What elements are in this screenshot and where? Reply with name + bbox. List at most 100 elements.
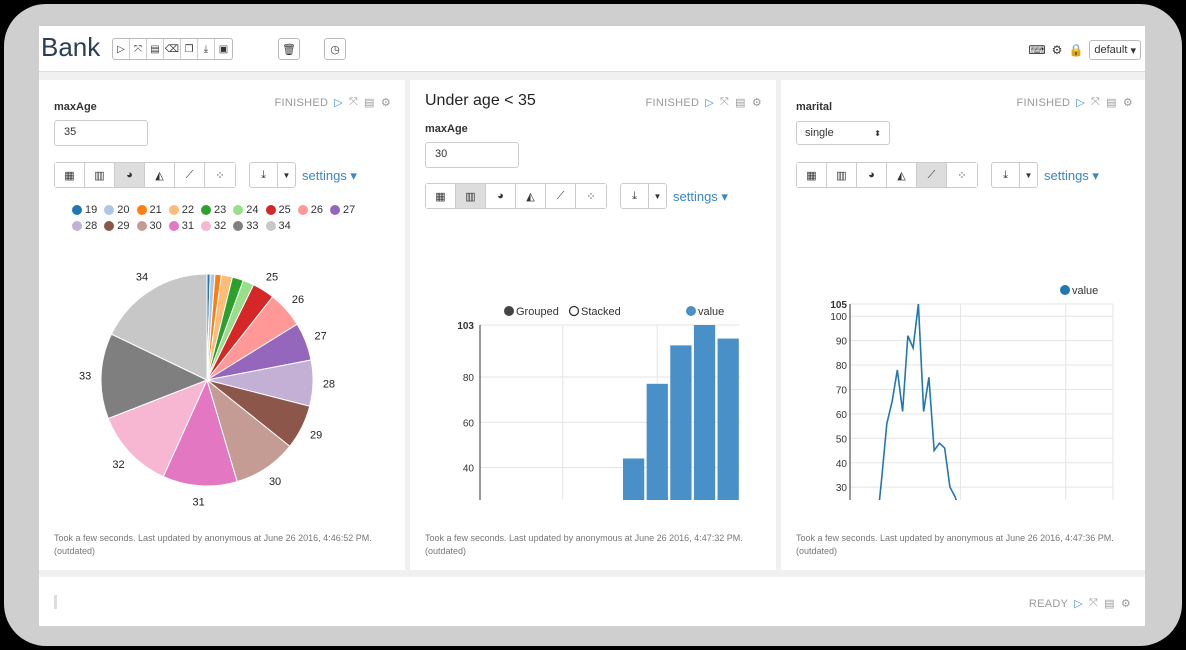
legend-item[interactable]: 34 xyxy=(265,220,291,232)
legend-item[interactable]: 33 xyxy=(233,220,259,232)
legend-dot xyxy=(168,221,179,231)
empty-paragraph: READY ▷ ⤧ ▤ ⚙ xyxy=(39,577,1145,626)
book-icon[interactable]: ▤ xyxy=(364,97,375,109)
y-tick-label: 103 xyxy=(457,321,474,332)
bar-29 xyxy=(717,338,739,500)
legend-item[interactable]: 22 xyxy=(168,204,194,216)
gear-icon[interactable]: ⚙ xyxy=(1051,43,1063,57)
bar-chart-icon[interactable]: ▥ xyxy=(456,184,486,208)
legend-item[interactable]: 28 xyxy=(72,220,97,232)
bar-chart-icon[interactable]: ▥ xyxy=(827,163,857,187)
editor-cursor[interactable] xyxy=(54,595,57,609)
scatter-chart-icon[interactable]: ⁘ xyxy=(947,163,977,187)
legend-item[interactable]: 25 xyxy=(265,204,291,216)
area-chart-icon[interactable]: ◭ xyxy=(887,163,917,187)
run-icon[interactable]: ▷ xyxy=(334,97,344,109)
expand-icon[interactable]: ⤧ xyxy=(1089,597,1099,609)
legend-label: 29 xyxy=(117,220,130,232)
chevron-down-icon[interactable]: ▼ xyxy=(1024,170,1033,180)
download-icon[interactable]: ⤓ xyxy=(250,163,278,187)
book-icon[interactable]: ▤ xyxy=(735,97,746,109)
legend-value-dot xyxy=(686,306,696,316)
run-icon[interactable]: ▷ xyxy=(1076,97,1086,109)
settings-link[interactable]: settings ▾ xyxy=(1044,168,1099,183)
gear-icon[interactable]: ⚙ xyxy=(1122,97,1133,109)
legend-item[interactable]: 29 xyxy=(104,220,130,232)
expand-icon[interactable]: ⤧ xyxy=(1091,96,1101,108)
header-right-tools: ⌨ ⚙ 🔒 default ▾ xyxy=(1028,40,1141,60)
maxage-input[interactable]: 30 xyxy=(425,142,519,168)
settings-link[interactable]: settings ▾ xyxy=(302,168,357,183)
run-all-icon[interactable]: ▷ xyxy=(113,39,130,59)
run-icon[interactable]: ▷ xyxy=(1074,598,1084,610)
legend-item[interactable]: 20 xyxy=(104,204,130,216)
settings-link[interactable]: settings ▾ xyxy=(673,189,728,204)
legend-grouped-dot xyxy=(504,306,514,316)
legend-item[interactable]: 23 xyxy=(201,204,226,216)
book-icon[interactable]: ▤ xyxy=(1106,97,1117,109)
gear-icon[interactable]: ⚙ xyxy=(751,97,762,109)
legend-item[interactable]: 19 xyxy=(72,204,97,216)
scatter-chart-icon[interactable]: ⁘ xyxy=(576,184,606,208)
clear-output-icon[interactable]: ⌫ xyxy=(164,39,181,59)
interpreter-binding-select[interactable]: default ▾ xyxy=(1089,40,1141,60)
legend-item[interactable]: 30 xyxy=(136,220,162,232)
book-icon[interactable]: ▤ xyxy=(1104,598,1115,610)
gear-icon[interactable]: ⚙ xyxy=(380,97,391,109)
legend-dot xyxy=(297,205,308,215)
pie-slice-label: 32 xyxy=(112,459,124,471)
paragraph-status-bar: READY ▷ ⤧ ▤ ⚙ xyxy=(1029,597,1131,610)
expand-icon[interactable]: ⤧ xyxy=(349,96,359,108)
legend-item[interactable]: 27 xyxy=(330,204,355,216)
clone-icon[interactable]: ❐ xyxy=(181,39,198,59)
expand-icon[interactable]: ⤧ xyxy=(720,96,730,108)
marital-select-value: single xyxy=(805,127,834,139)
legend-value-label: value xyxy=(1072,285,1098,297)
legend-item[interactable]: 26 xyxy=(297,204,323,216)
trash-icon[interactable]: 🗑 xyxy=(278,38,300,60)
marital-select[interactable]: single ⬍ xyxy=(796,121,890,145)
legend-item[interactable]: 24 xyxy=(233,204,259,216)
line-chart-icon[interactable]: ⟋ xyxy=(917,163,947,187)
chevron-down-icon[interactable]: ▼ xyxy=(282,170,291,180)
legend-item[interactable]: 21 xyxy=(136,204,162,216)
pie-chart-icon[interactable]: ◕ xyxy=(115,163,145,187)
legend-dot xyxy=(72,205,82,215)
table-icon[interactable]: ▦ xyxy=(426,184,456,208)
paragraph-status-bar: FINISHED ▷ ⤧ ▤ ⚙ xyxy=(646,96,763,109)
lock-icon[interactable]: 🔒 xyxy=(1068,43,1084,57)
paragraph-2: Under age < 35 FINISHED ▷ ⤧ ▤ ⚙ maxAge 3… xyxy=(410,80,776,570)
pie-chart-icon[interactable]: ◕ xyxy=(486,184,516,208)
clock-icon[interactable]: ◷ xyxy=(324,38,346,60)
notebook-title[interactable]: Bank xyxy=(41,32,101,62)
table-icon[interactable]: ▦ xyxy=(797,163,827,187)
download-icon[interactable]: ⤓ xyxy=(992,163,1020,187)
download-icon[interactable]: ⤓ xyxy=(621,184,649,208)
legend-item[interactable]: 32 xyxy=(201,220,226,232)
maxage-input[interactable]: 35 xyxy=(54,120,148,146)
show-hide-code-icon[interactable]: ⤧ xyxy=(130,39,147,59)
visualization-switch: ▦ ▥ ◕ ◭ ⟋ ⁘ xyxy=(425,183,607,209)
legend-value-dot xyxy=(1060,285,1070,295)
legend-label: 27 xyxy=(343,204,356,216)
legend-label: 32 xyxy=(214,220,227,232)
line-chart-icon[interactable]: ⟋ xyxy=(175,163,205,187)
keyboard-icon[interactable]: ⌨ xyxy=(1028,43,1046,57)
export-icon[interactable]: ⤓ xyxy=(198,39,215,59)
chevron-down-icon[interactable]: ▼ xyxy=(653,191,662,201)
pie-chart-icon[interactable]: ◕ xyxy=(857,163,887,187)
table-icon[interactable]: ▦ xyxy=(55,163,85,187)
version-control-icon[interactable]: ▣ xyxy=(218,43,229,55)
legend-item[interactable]: 31 xyxy=(168,220,194,232)
gear-icon[interactable]: ⚙ xyxy=(1120,598,1131,610)
scatter-chart-icon[interactable]: ⁘ xyxy=(205,163,235,187)
area-chart-icon[interactable]: ◭ xyxy=(145,163,175,187)
show-hide-output-icon[interactable]: ▤ xyxy=(147,39,164,59)
paragraph-status-bar: FINISHED ▷ ⤧ ▤ ⚙ xyxy=(1017,96,1134,109)
notebook-header: Bank ▷ ⤧ ▤ ⌫ ❐ ⤓ ▣ 🗑 ◷ ⌨ ⚙ 🔒 default ▾ xyxy=(39,26,1145,72)
line-chart-icon[interactable]: ⟋ xyxy=(546,184,576,208)
area-chart-icon[interactable]: ◭ xyxy=(516,184,546,208)
y-tick-label: 90 xyxy=(836,337,848,348)
bar-chart-icon[interactable]: ▥ xyxy=(85,163,115,187)
run-icon[interactable]: ▷ xyxy=(705,97,715,109)
